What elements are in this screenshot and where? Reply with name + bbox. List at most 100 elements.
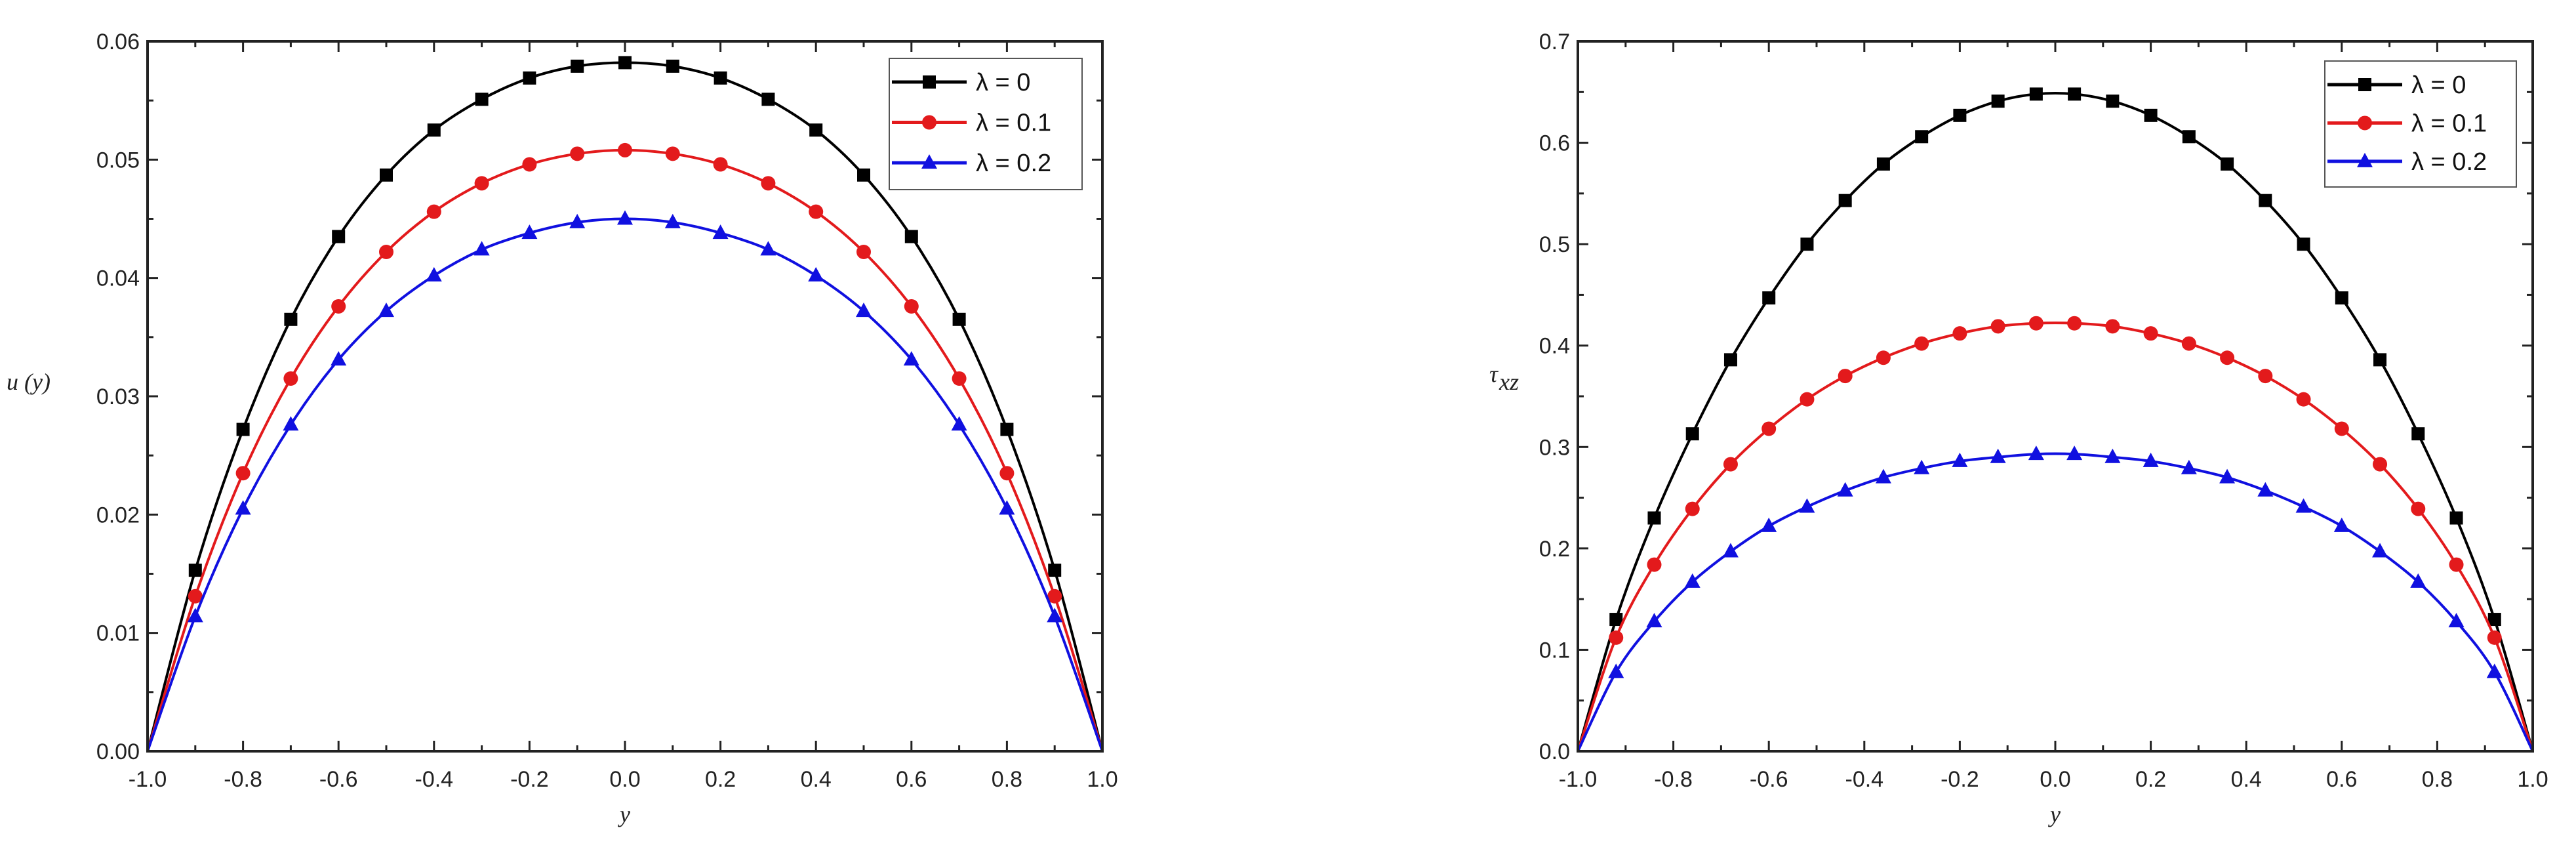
data-point <box>1684 573 1701 588</box>
data-point <box>1991 94 2005 108</box>
y-tick-label: 0.03 <box>96 384 140 409</box>
x-tick-label: -0.4 <box>1845 767 1884 792</box>
data-point <box>951 416 967 431</box>
legend: λ = 0 λ = 0.1 λ = 0.2 <box>2324 60 2517 188</box>
data-point <box>1875 468 1891 484</box>
data-point <box>761 176 776 191</box>
data-point <box>1838 369 1853 384</box>
y-axis-title: τ <box>1489 361 1499 387</box>
x-tick-label: 0.6 <box>2326 767 2357 792</box>
x-tick-label: 0.6 <box>896 767 927 792</box>
data-point <box>856 302 872 318</box>
data-point <box>1685 427 1699 441</box>
y-tick-label: 0.04 <box>96 266 140 291</box>
data-point <box>1761 421 1777 436</box>
data-point <box>380 168 393 182</box>
data-point <box>2257 482 2274 497</box>
data-point <box>378 302 394 318</box>
data-point <box>712 224 729 239</box>
data-point <box>1762 291 1776 305</box>
data-point <box>2297 238 2310 251</box>
data-point <box>2219 468 2236 484</box>
legend-marker-circle-icon <box>2358 115 2372 131</box>
data-point <box>1952 326 1967 341</box>
data-point <box>2487 613 2501 627</box>
series-2 <box>146 142 1104 752</box>
data-point <box>713 157 728 172</box>
data-point <box>2411 501 2426 516</box>
data-point <box>2144 108 2158 122</box>
data-point <box>474 176 489 191</box>
y-tick-label: 0.1 <box>1539 638 1570 663</box>
data-point <box>809 123 823 137</box>
data-point <box>427 123 441 137</box>
data-point <box>618 56 632 70</box>
data-point <box>569 213 586 228</box>
data-point <box>523 71 536 85</box>
data-point <box>856 244 871 259</box>
legend-item: λ = 0 <box>892 69 1030 96</box>
x-tick-label: 0.0 <box>2040 767 2070 792</box>
data-point <box>665 146 680 161</box>
x-tick-label: -1.0 <box>129 767 167 792</box>
series-line <box>1577 452 2534 752</box>
data-point <box>1837 482 1853 497</box>
data-point <box>1723 353 1737 367</box>
legend-item: λ = 0.1 <box>2327 110 2487 137</box>
data-point <box>1876 157 1890 171</box>
data-point <box>2220 350 2235 365</box>
data-point <box>1990 319 2005 334</box>
data-point <box>570 146 585 161</box>
chart-1: -1.0 -0.8 -0.6 -0.4 -0.2 0.0 0.2 0.4 0.6 0.8 1.0 0.… <box>7 30 1118 827</box>
data-point <box>999 500 1015 515</box>
series-3 <box>1577 445 2534 752</box>
data-point <box>1761 517 1777 532</box>
legend-marker-circle-icon <box>922 115 936 130</box>
data-point <box>188 564 202 577</box>
data-point <box>2028 316 2043 331</box>
x-tick-label: -0.8 <box>1654 767 1693 792</box>
data-point <box>284 312 298 326</box>
plot-frame <box>146 40 1104 753</box>
series-line <box>146 148 1104 752</box>
data-point <box>475 93 489 106</box>
data-point <box>1990 448 2006 463</box>
series-3 <box>146 210 1104 752</box>
data-point <box>1685 501 1700 516</box>
data-point <box>426 204 441 219</box>
data-point <box>2104 448 2121 463</box>
data-point <box>331 351 347 366</box>
data-point <box>1953 108 1967 122</box>
data-point <box>1914 459 1930 474</box>
data-point <box>1608 663 1624 678</box>
legend-item: λ = 0 <box>2327 72 2466 99</box>
data-point <box>2066 445 2083 461</box>
legend-item: λ = 0.1 <box>892 110 1051 137</box>
data-point <box>1646 613 1662 628</box>
data-point <box>618 142 632 157</box>
data-point <box>2449 511 2463 525</box>
legend-marker-triangle-icon <box>2357 152 2373 167</box>
data-point <box>2335 291 2348 305</box>
x-tick-label: 0.8 <box>992 767 1022 792</box>
data-point <box>187 608 203 623</box>
plot-frame <box>1577 40 2534 753</box>
data-point <box>2259 194 2272 207</box>
legend-item: λ = 0.2 <box>2327 148 2487 176</box>
data-point <box>1000 423 1014 436</box>
data-point <box>379 244 393 259</box>
series-1 <box>1577 87 2534 752</box>
data-point <box>2067 316 2082 331</box>
data-point <box>1609 613 1623 627</box>
data-point <box>2372 543 2388 558</box>
data-point <box>1800 392 1815 407</box>
series-line <box>1577 321 2534 752</box>
y-tick-label: 0.6 <box>1539 131 1570 156</box>
data-point <box>2106 94 2120 108</box>
y-axis-title: u (y) <box>7 369 50 395</box>
data-point <box>857 168 870 182</box>
data-point <box>571 59 584 73</box>
data-point <box>1915 130 1929 144</box>
x-tick-label: -0.2 <box>1941 767 1979 792</box>
